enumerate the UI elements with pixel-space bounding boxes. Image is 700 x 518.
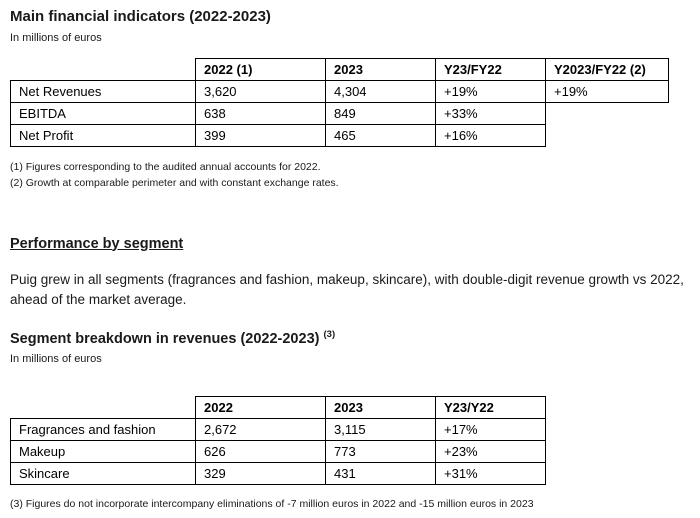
column-header-2023: 2023 <box>325 58 436 81</box>
table-row: Net Profit 399 465 +16% <box>10 124 669 147</box>
main-indicators-table: 2022 (1) 2023 Y23/FY22 Y2023/FY22 (2) Ne… <box>10 58 669 147</box>
column-header-2023: 2023 <box>325 396 436 420</box>
subheading-text: Segment breakdown in revenues (2022-2023… <box>10 331 320 348</box>
row-label: Fragrances and fashion <box>10 418 196 442</box>
row-label: Net Revenues <box>10 80 196 103</box>
row-label: EBITDA <box>10 102 196 125</box>
table-row: Makeup 626 773 +23% <box>10 440 546 464</box>
table-row: Net Revenues 3,620 4,304 +19% +19% <box>10 80 669 103</box>
cell-value: +31% <box>435 462 546 486</box>
footnotes-block: (1) Figures corresponding to the audited… <box>10 160 692 192</box>
subheading-footnote-marker: (3) <box>323 329 336 341</box>
table-header-row: 2022 2023 Y23/Y22 <box>10 396 546 420</box>
subheading-segment-breakdown: Segment breakdown in revenues (2022-2023… <box>10 329 692 347</box>
cell-value: 626 <box>195 440 326 464</box>
table-row: Fragrances and fashion 2,672 3,115 +17% <box>10 418 546 442</box>
row-label: Net Profit <box>10 124 196 147</box>
page-title: Main financial indicators (2022-2023) <box>10 8 271 25</box>
cell-value: +17% <box>435 418 546 442</box>
cell-value: 2,672 <box>195 418 326 442</box>
section-heading-performance: Performance by segment <box>10 235 184 252</box>
footnote-1: (1) Figures corresponding to the audited… <box>10 161 321 173</box>
cell-empty <box>546 125 669 147</box>
cell-value: +16% <box>435 124 546 147</box>
segment-paragraph: Puig grew in all segments (fragrances an… <box>10 271 684 308</box>
cell-value: 638 <box>195 102 326 125</box>
footnote-3: (3) Figures do not incorporate intercomp… <box>10 498 534 511</box>
cell-value: +19% <box>435 80 546 103</box>
column-header-y2023fy22: Y2023/FY22 (2) <box>545 58 669 81</box>
cell-value: 329 <box>195 462 326 486</box>
cell-value: 4,304 <box>325 80 436 103</box>
column-header-y23y22: Y23/Y22 <box>435 396 546 420</box>
cell-value: 3,620 <box>195 80 326 103</box>
column-header-2022: 2022 (1) <box>195 58 326 81</box>
cell-value: +23% <box>435 440 546 464</box>
cell-value: 399 <box>195 124 326 147</box>
cell-value: 849 <box>325 102 436 125</box>
table-corner-cell <box>10 396 196 419</box>
cell-value: 465 <box>325 124 436 147</box>
column-header-2022: 2022 <box>195 396 326 420</box>
cell-value: 431 <box>325 462 436 486</box>
cell-value: +19% <box>545 80 669 103</box>
table-corner-cell <box>10 58 196 81</box>
segment-breakdown-table: 2022 2023 Y23/Y22 Fragrances and fashion… <box>10 396 546 486</box>
cell-value: 773 <box>325 440 436 464</box>
units-note: In millions of euros <box>10 32 102 44</box>
table-row: Skincare 329 431 +31% <box>10 462 546 486</box>
cell-value: 3,115 <box>325 418 436 442</box>
column-header-y23fy22: Y23/FY22 <box>435 58 546 81</box>
units-note-2: In millions of euros <box>10 353 102 366</box>
footnote-2: (2) Growth at comparable perimeter and w… <box>10 176 339 189</box>
cell-empty <box>546 103 669 125</box>
row-label: Makeup <box>10 440 196 464</box>
table-row: EBITDA 638 849 +33% <box>10 102 669 125</box>
row-label: Skincare <box>10 462 196 486</box>
table-header-row: 2022 (1) 2023 Y23/FY22 Y2023/FY22 (2) <box>10 58 669 81</box>
cell-value: +33% <box>435 102 546 125</box>
